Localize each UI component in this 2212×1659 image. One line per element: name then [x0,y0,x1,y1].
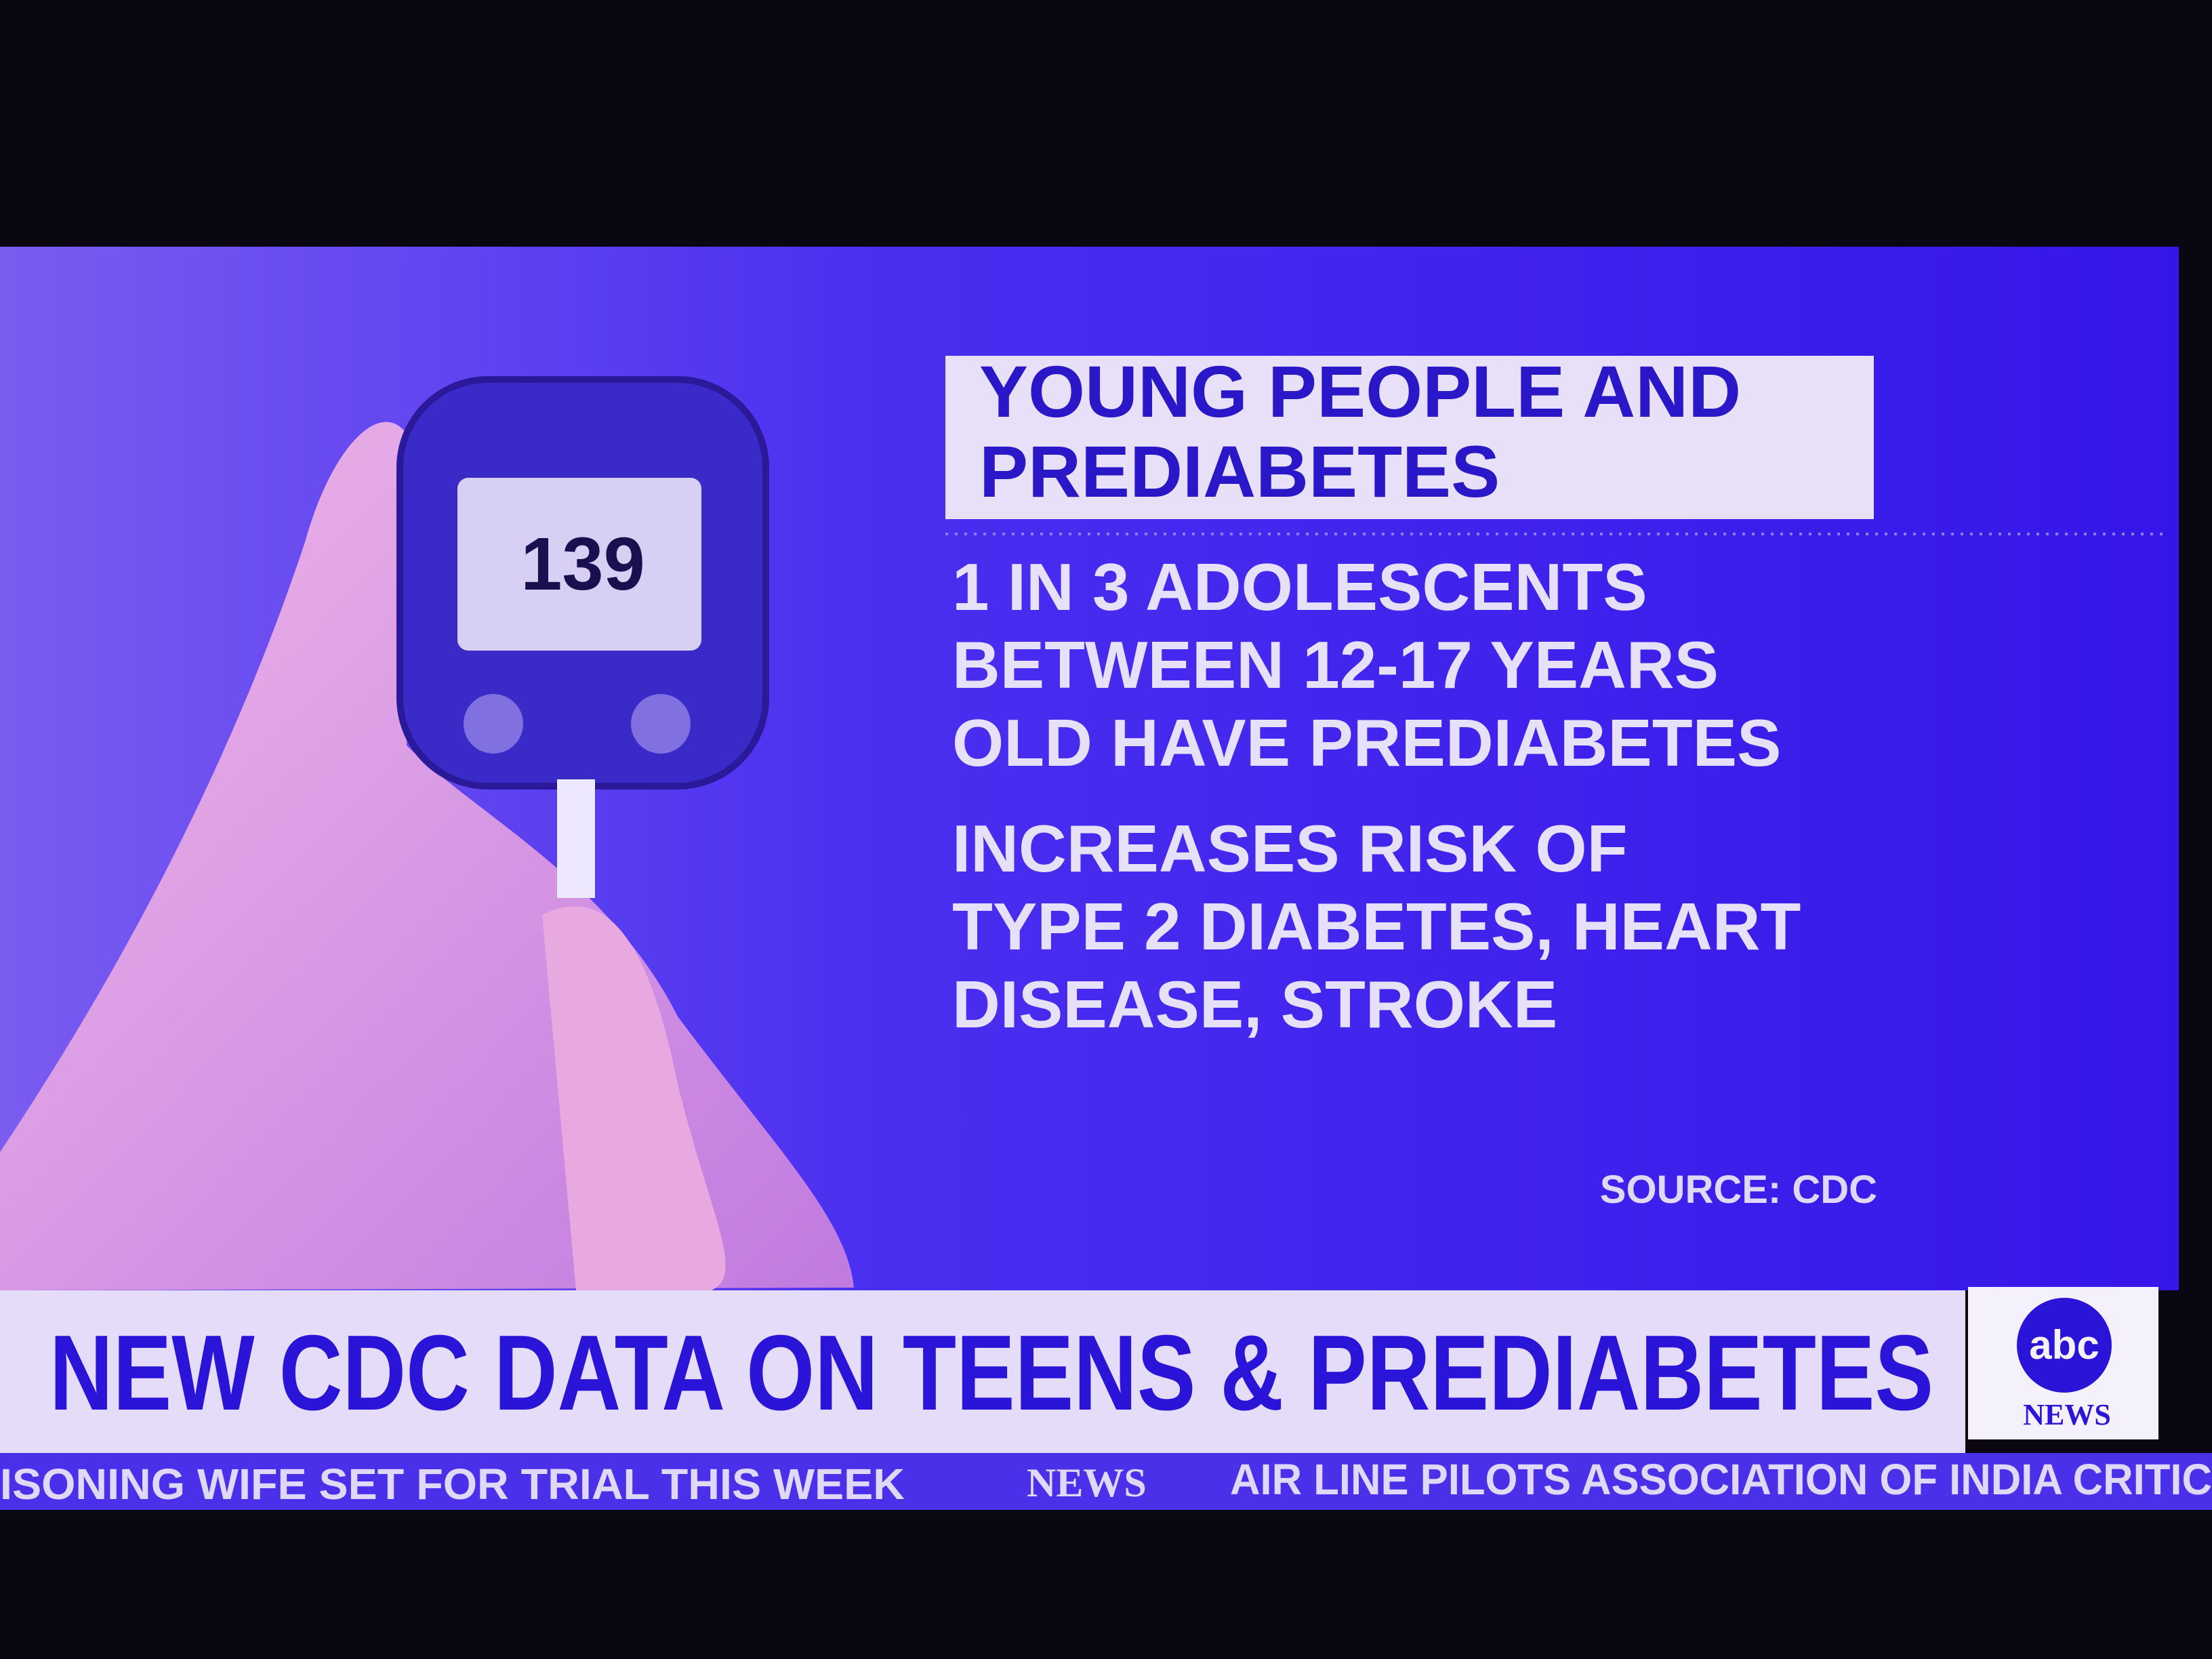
fact-line: DISEASE, STROKE [952,967,1557,1042]
meter-reading: 139 [520,523,645,606]
test-strip [557,779,595,898]
logo: abc [2029,1322,2099,1368]
title-box [945,356,1874,519]
meter-button [464,694,523,754]
fact-line: OLD HAVE PREDIABETES [952,705,1781,780]
logo-circle [2017,1298,2112,1393]
meter-screen [457,478,701,651]
lower-third [0,1290,1965,1453]
source: SOURCE: CDC [1600,1168,1877,1212]
finger [542,906,726,1290]
fact-line: TYPE 2 DIABETES, HEART [952,889,1801,964]
meter-button [631,694,691,754]
title-line: PREDIABETES [979,430,1500,512]
ticker-brand: NEWS [1027,1460,1147,1505]
fact-line: INCREASES RISK OF [952,811,1627,886]
ticker-right: AIR LINE PILOTS ASSOCIATION OF INDIA CRI… [1230,1455,2212,1504]
title-line: YOUNG PEOPLE AND [979,350,1741,432]
headline: NEW CDC DATA ON TEENS & PREDIABETES [49,1313,1933,1433]
ticker-left: ISONING WIFE SET FOR TRIAL THIS WEEK [0,1460,905,1509]
ticker [0,1453,2212,1510]
fact-line: 1 IN 3 ADOLESCENTS [952,550,1647,624]
fact-line: BETWEEN 12-17 YEARS [952,628,1719,702]
logo-sub: NEWS [2023,1398,2111,1431]
